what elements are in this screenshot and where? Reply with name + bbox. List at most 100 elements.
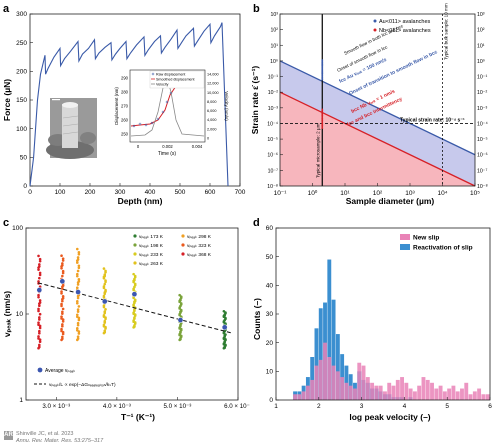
scatter-point bbox=[61, 287, 64, 290]
scatter-point bbox=[60, 302, 63, 306]
scatter-point bbox=[103, 292, 107, 296]
scatter-point bbox=[178, 307, 181, 310]
panel-b-xtick-label: 10⁵ bbox=[470, 190, 480, 197]
new-slip-bar bbox=[374, 385, 379, 400]
new-slip-bar bbox=[297, 394, 302, 400]
inset-ytick-left-label: 260 bbox=[121, 118, 129, 123]
new-slip-bar bbox=[353, 388, 357, 400]
new-slip-bar bbox=[331, 365, 336, 400]
panel-b-ytick-right-label: 10⁻¹ bbox=[477, 75, 488, 81]
new-slip-bar bbox=[378, 385, 383, 400]
legend-temp-marker bbox=[181, 243, 185, 247]
panel-a-xtick-label: 0 bbox=[28, 189, 32, 196]
panel-a-xtick-label: 200 bbox=[85, 189, 96, 196]
legend-reactivation-swatch bbox=[400, 244, 410, 250]
new-slip-bar bbox=[314, 365, 319, 400]
panel-b: b 10⁻¹ 10⁰ 10¹ 10² 10³ 10⁴ 10⁵10⁻⁸10⁻⁷10⁻⁶10⁻⁵… bbox=[250, 3, 488, 206]
scatter-point bbox=[104, 308, 107, 311]
inset-ytick-right-label: 10,000 bbox=[207, 91, 219, 95]
scatter-point bbox=[60, 304, 63, 308]
panel-c-xlabel: T⁻¹ (K⁻¹) bbox=[121, 412, 155, 422]
scatter-point bbox=[38, 257, 42, 261]
panel-b-ytick-label: 10⁻¹ bbox=[268, 75, 279, 81]
scatter-point bbox=[178, 293, 181, 297]
scatter-point bbox=[179, 337, 182, 341]
legend-temp-label: vₚₑₐₖ 298 K bbox=[187, 234, 212, 240]
new-slip-bar bbox=[430, 382, 434, 400]
legend-temp-label: vₚₑₐₖ 173 K bbox=[139, 234, 164, 240]
credit-authors: Shinville JC, et al. 2023 bbox=[16, 431, 74, 437]
scatter-point bbox=[77, 266, 81, 270]
panel-d-ytick-label: 60 bbox=[266, 225, 274, 232]
scatter-point bbox=[38, 312, 42, 316]
scatter-point bbox=[37, 268, 40, 271]
scatter-point bbox=[61, 257, 65, 260]
scatter-point bbox=[77, 264, 81, 268]
scatter-point bbox=[133, 325, 136, 328]
new-slip-bar bbox=[404, 382, 409, 400]
inset-ytick-right-label: 14,000 bbox=[207, 73, 219, 77]
new-slip-bar bbox=[485, 394, 490, 400]
scatter-point bbox=[75, 315, 79, 319]
force-depth-curve bbox=[29, 22, 229, 187]
scatter-point bbox=[103, 311, 107, 315]
scatter-point bbox=[103, 282, 107, 286]
new-slip-bar bbox=[472, 391, 477, 400]
panel-a-ytick-label: 150 bbox=[16, 97, 27, 104]
new-slip-bar bbox=[477, 388, 482, 400]
scatter-point bbox=[37, 293, 40, 297]
scatter-point bbox=[179, 309, 183, 313]
scatter-point bbox=[38, 316, 41, 319]
scatter-point bbox=[179, 298, 182, 302]
scatter-point bbox=[132, 304, 135, 308]
scatter-point bbox=[38, 318, 41, 321]
new-slip-bar bbox=[305, 385, 310, 400]
legend-nb-label: Nb<011> avalanches bbox=[379, 28, 431, 34]
panel-b-xtick-label: 10¹ bbox=[340, 190, 350, 197]
scatter-point bbox=[61, 299, 64, 303]
scatter-point bbox=[132, 296, 135, 300]
inset-xtick-label: 0.004 bbox=[192, 144, 203, 149]
scatter-point bbox=[178, 333, 181, 337]
panel-c-xtick-label: 5.0 × 10⁻³ bbox=[163, 403, 191, 410]
scatter-point bbox=[76, 256, 80, 259]
reactivation-bar bbox=[314, 328, 319, 400]
nb-avalanche-point bbox=[321, 110, 324, 113]
average-point bbox=[101, 298, 108, 305]
scatter-point bbox=[38, 326, 42, 330]
panel-c-ylabel: vₚₑₐₖ (nm/s) bbox=[2, 291, 12, 337]
nb-avalanche-point bbox=[321, 120, 324, 123]
panel-b-label: b bbox=[253, 3, 260, 15]
reactivation-bar bbox=[327, 259, 332, 400]
scatter-point bbox=[37, 309, 40, 313]
scatter-point bbox=[61, 269, 65, 273]
scatter-point bbox=[103, 330, 107, 334]
scatter-point bbox=[103, 274, 107, 278]
scatter-point bbox=[223, 346, 226, 350]
panel-a-xtick-label: 600 bbox=[205, 189, 216, 196]
panel-a-xtick-label: 500 bbox=[175, 189, 186, 196]
panel-a-label: a bbox=[3, 3, 10, 15]
scatter-point bbox=[76, 296, 80, 300]
panel-c-ytick-label: 1 bbox=[19, 397, 23, 404]
legend-nb-marker bbox=[373, 28, 377, 32]
inset-ytick-right-label: 6,000 bbox=[207, 109, 217, 113]
annual-reviews-logo: AR bbox=[4, 431, 13, 440]
scatter-point bbox=[38, 271, 42, 275]
inset-ytick-left-label: 250 bbox=[121, 132, 129, 137]
scatter-point bbox=[61, 337, 64, 341]
scatter-point bbox=[38, 263, 41, 266]
new-slip-bar bbox=[468, 394, 473, 400]
annotation-bulk-sample: Typical bulk sample: 10 mm bbox=[444, 3, 449, 60]
average-point bbox=[75, 289, 81, 295]
scatter-point bbox=[61, 296, 65, 300]
new-slip-bar bbox=[455, 391, 460, 400]
reactivation-bar bbox=[335, 334, 340, 400]
panel-b-ytick-right-label: 10⁻² bbox=[477, 90, 488, 96]
panel-b-ytick-label: 10⁻² bbox=[268, 90, 279, 96]
au-avalanche-point bbox=[321, 59, 324, 61]
panel-d-xtick-label: 6 bbox=[488, 403, 492, 410]
panel-d-ytick-label: 40 bbox=[266, 283, 274, 290]
new-slip-bar bbox=[438, 385, 443, 400]
annotation-microsample: Typical microsample: 2 µm bbox=[315, 123, 320, 178]
